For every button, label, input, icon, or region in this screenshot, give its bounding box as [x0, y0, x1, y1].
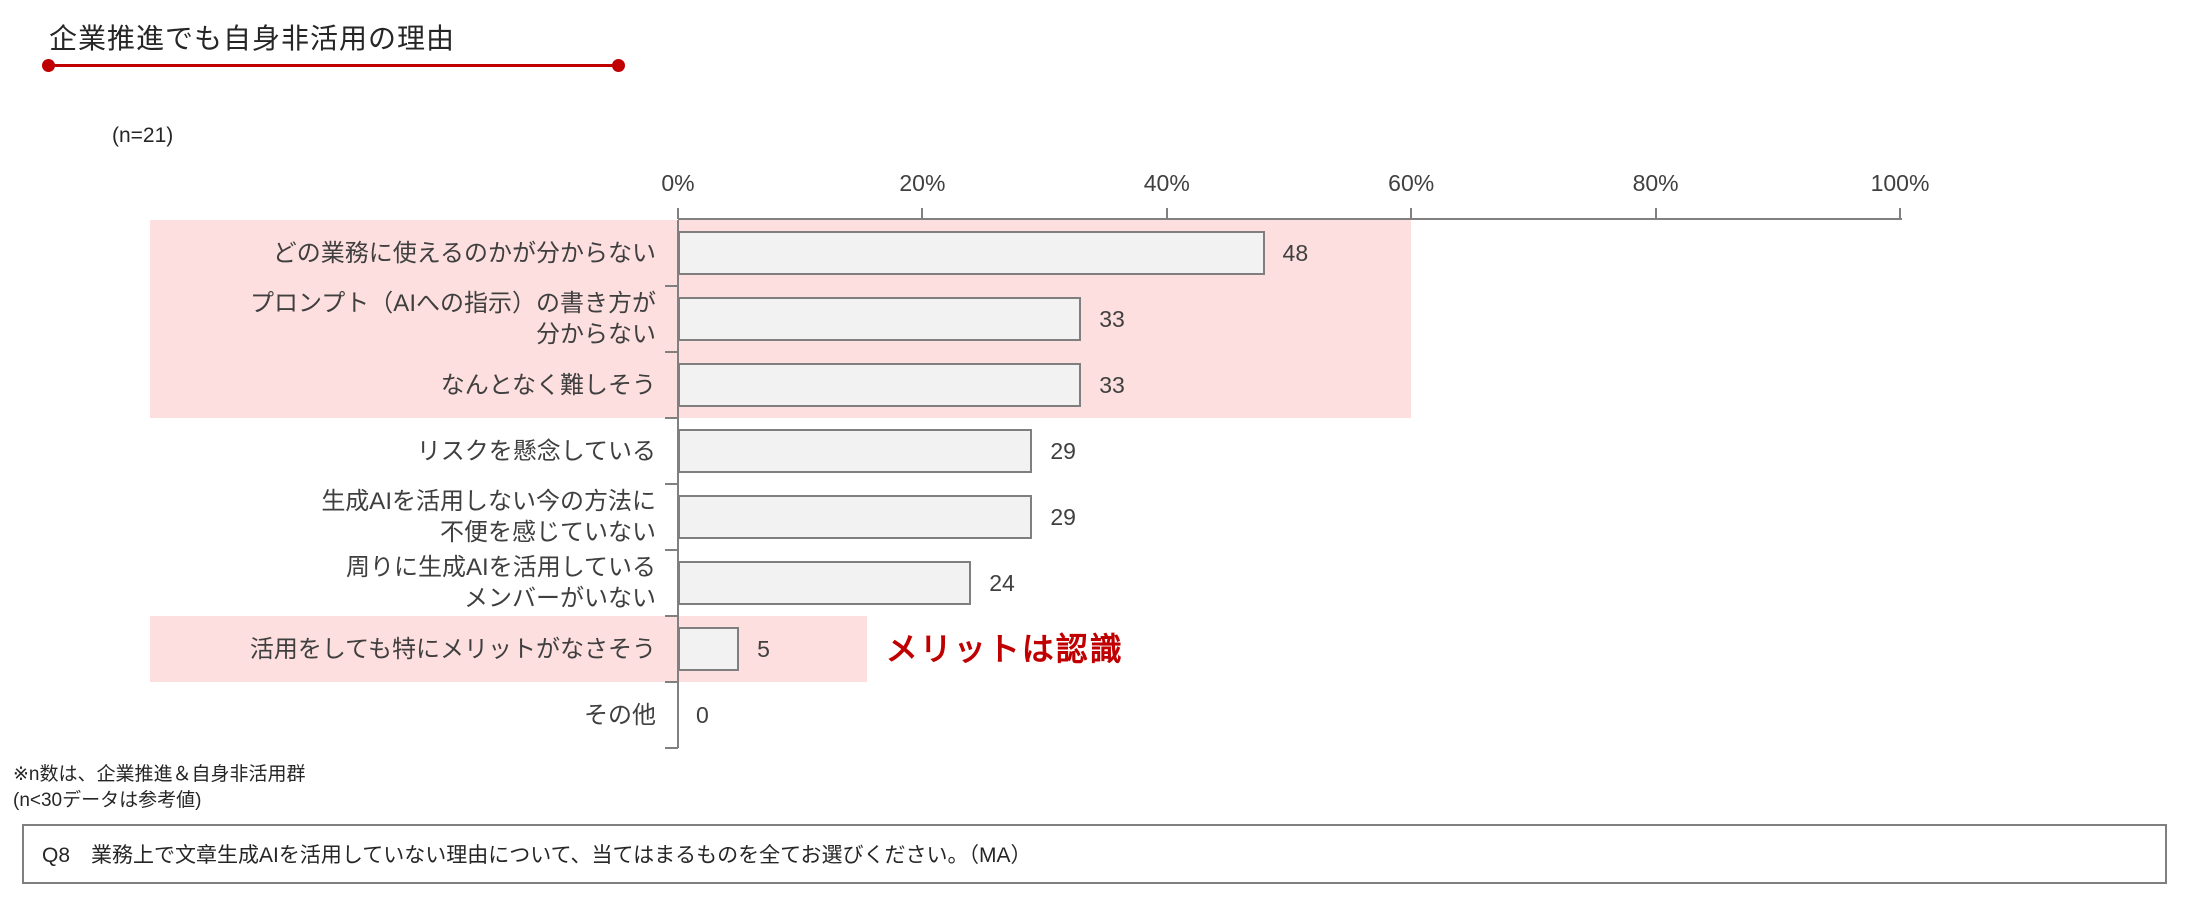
x-axis-line	[678, 218, 1902, 220]
x-axis-label: 20%	[899, 170, 946, 196]
highlight-band	[150, 616, 868, 682]
x-axis-label: 40%	[1143, 170, 1190, 196]
category-label: プロンプト（AIへの指示）の書き方が 分からない	[250, 290, 656, 348]
x-axis-label: 60%	[1388, 170, 1435, 196]
row-boundary-tick	[665, 483, 678, 485]
bar-value-label: 33	[1099, 306, 1125, 332]
bar-value-label: 33	[1099, 372, 1125, 398]
bar-value-label: 48	[1282, 240, 1309, 266]
bar	[678, 627, 740, 671]
bar-value-label: 24	[989, 570, 1015, 596]
footnote-line-1: ※n数は、企業推進＆自身非活用群	[13, 764, 306, 785]
row-boundary-tick	[665, 747, 678, 749]
bar-value-label: 0	[696, 702, 709, 728]
category-label: その他	[584, 701, 656, 729]
bar	[678, 561, 972, 605]
bar-value-label: 29	[1050, 438, 1076, 464]
category-label: なんとなく難しそう	[440, 371, 656, 399]
footnotes: ※n数は、企業推進＆自身非活用群 (n<30データは参考値)	[13, 762, 306, 814]
x-axis-tick	[677, 208, 679, 219]
category-label: 周りに生成AIを活用している メンバーがいない	[346, 554, 656, 612]
row-boundary-tick	[665, 681, 678, 683]
row-boundary-tick	[665, 549, 678, 551]
y-axis-line	[677, 220, 679, 748]
bar-value-label: 29	[1050, 504, 1076, 530]
category-label: 活用をしても特にメリットがなさそう	[249, 635, 656, 663]
bar	[678, 429, 1033, 473]
row-boundary-tick	[665, 351, 678, 353]
x-axis-label: 80%	[1632, 170, 1679, 196]
question-box: Q8 業務上で文章生成AIを活用していない理由について、当てはまるものを全てお選…	[22, 824, 2167, 884]
footnote-line-2: (n<30データは参考値)	[13, 790, 202, 811]
x-axis-label: 0%	[661, 170, 695, 196]
x-axis-label: 100%	[1870, 170, 1930, 196]
bar	[678, 363, 1082, 407]
row-boundary-tick	[665, 615, 678, 617]
category-label: リスクを懸念している	[416, 437, 656, 465]
bar	[678, 297, 1082, 341]
x-axis-tick	[1165, 208, 1168, 219]
row-boundary-tick	[665, 285, 678, 287]
x-axis-tick	[1410, 208, 1413, 219]
row-boundary-tick	[665, 417, 678, 419]
annotation-text: メリットは認識	[885, 631, 1124, 667]
underline-right-dot	[612, 59, 625, 72]
page-title: 企業推進でも自身非活用の理由	[49, 23, 456, 54]
bar-value-label: 5	[757, 636, 770, 662]
question-text: Q8 業務上で文章生成AIを活用していない理由について、当てはまるものを全てお選…	[42, 844, 1032, 867]
underline-left-dot	[42, 59, 55, 72]
bar	[678, 231, 1265, 275]
category-label: 生成AIを活用しない今の方法に 不便を感じていない	[321, 488, 656, 546]
category-label: どの業務に使えるのかが分からない	[272, 239, 656, 267]
x-axis-tick	[1899, 208, 1901, 219]
bar	[678, 495, 1033, 539]
title-underline	[42, 59, 625, 72]
x-axis-tick	[1654, 208, 1657, 219]
x-axis-tick	[921, 208, 924, 219]
sample-size-label: (n=21)	[112, 124, 174, 147]
